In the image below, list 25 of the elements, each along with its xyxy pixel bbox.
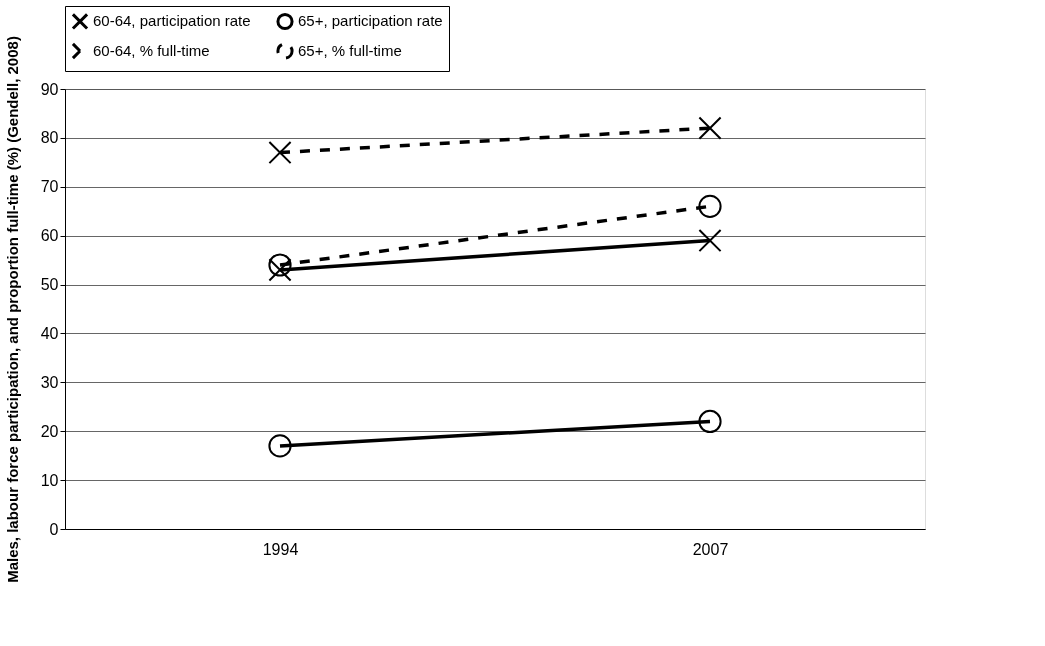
y-tick-label: 90 (40, 80, 59, 98)
point (268, 140, 292, 165)
legend-label: 65+, % full-time (298, 42, 402, 59)
point (698, 228, 722, 253)
legend-label: 60-64, % full-time (93, 42, 210, 59)
legend-label: 65+, participation rate (298, 12, 443, 30)
point (268, 253, 292, 277)
x-tick-label: 1994 (262, 540, 299, 558)
y-tick-label: 40 (40, 324, 59, 342)
y-tick-label: 70 (40, 178, 59, 196)
y-tick-label: 60 (40, 227, 59, 245)
point (698, 409, 722, 434)
y-tick-label: 30 (40, 373, 59, 391)
point (698, 194, 722, 218)
y-tick-label: 0 (49, 520, 59, 538)
legend-label: 60-64, participation rate (93, 12, 251, 30)
point (268, 258, 292, 282)
y-tick-label: 10 (40, 471, 59, 489)
y-tick-label: 50 (40, 276, 59, 294)
point (698, 116, 722, 140)
y-axis-title: Males, labour force participation, and proportion full-time (%) (Gendell, 2008) (3, 36, 21, 583)
x-tick-label: 2007 (692, 540, 729, 558)
point (268, 434, 292, 458)
y-tick-label: 80 (40, 129, 59, 147)
y-tick-label: 20 (40, 422, 59, 440)
